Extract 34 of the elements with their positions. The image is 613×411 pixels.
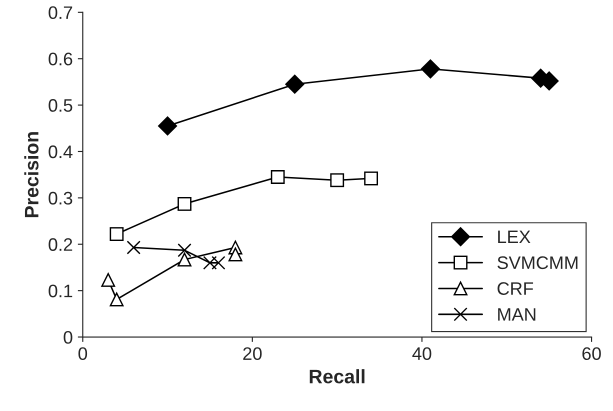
point	[420, 59, 440, 78]
legend-label: LEX	[498, 230, 530, 244]
x-tick-label: 0	[78, 347, 88, 360]
point	[158, 116, 178, 136]
x-tick-label: 40	[412, 347, 432, 360]
point	[228, 248, 242, 262]
legend-label: CRF	[498, 282, 534, 295]
y-tick-label: 0.3	[48, 192, 72, 205]
point	[178, 243, 192, 258]
y-tick-label: 0.4	[48, 145, 73, 158]
point	[126, 240, 141, 254]
y-tick-label: 0.2	[48, 238, 72, 251]
y-tick-label: 0.7	[48, 6, 72, 20]
point	[178, 196, 192, 211]
point	[330, 173, 344, 188]
point	[110, 292, 124, 306]
point	[270, 170, 285, 184]
point	[178, 252, 192, 267]
point	[285, 74, 304, 94]
y-tick-label: 0.5	[48, 99, 72, 112]
x-tick-label: 20	[243, 347, 262, 360]
y-axis-title: Precision	[24, 132, 39, 218]
point	[110, 227, 124, 241]
y-tick-label: 0.6	[48, 52, 72, 66]
x-axis-title: Recall	[310, 369, 364, 384]
point	[203, 256, 217, 270]
legend-label: MAN	[498, 308, 536, 321]
y-tick-label: 0.1	[48, 284, 72, 298]
x-tick-label: 60	[582, 347, 601, 360]
y-tick-label: 0	[64, 330, 72, 344]
point	[101, 273, 116, 287]
legend-label: SVMCMM	[497, 256, 578, 270]
point	[211, 256, 226, 270]
point	[364, 171, 378, 186]
